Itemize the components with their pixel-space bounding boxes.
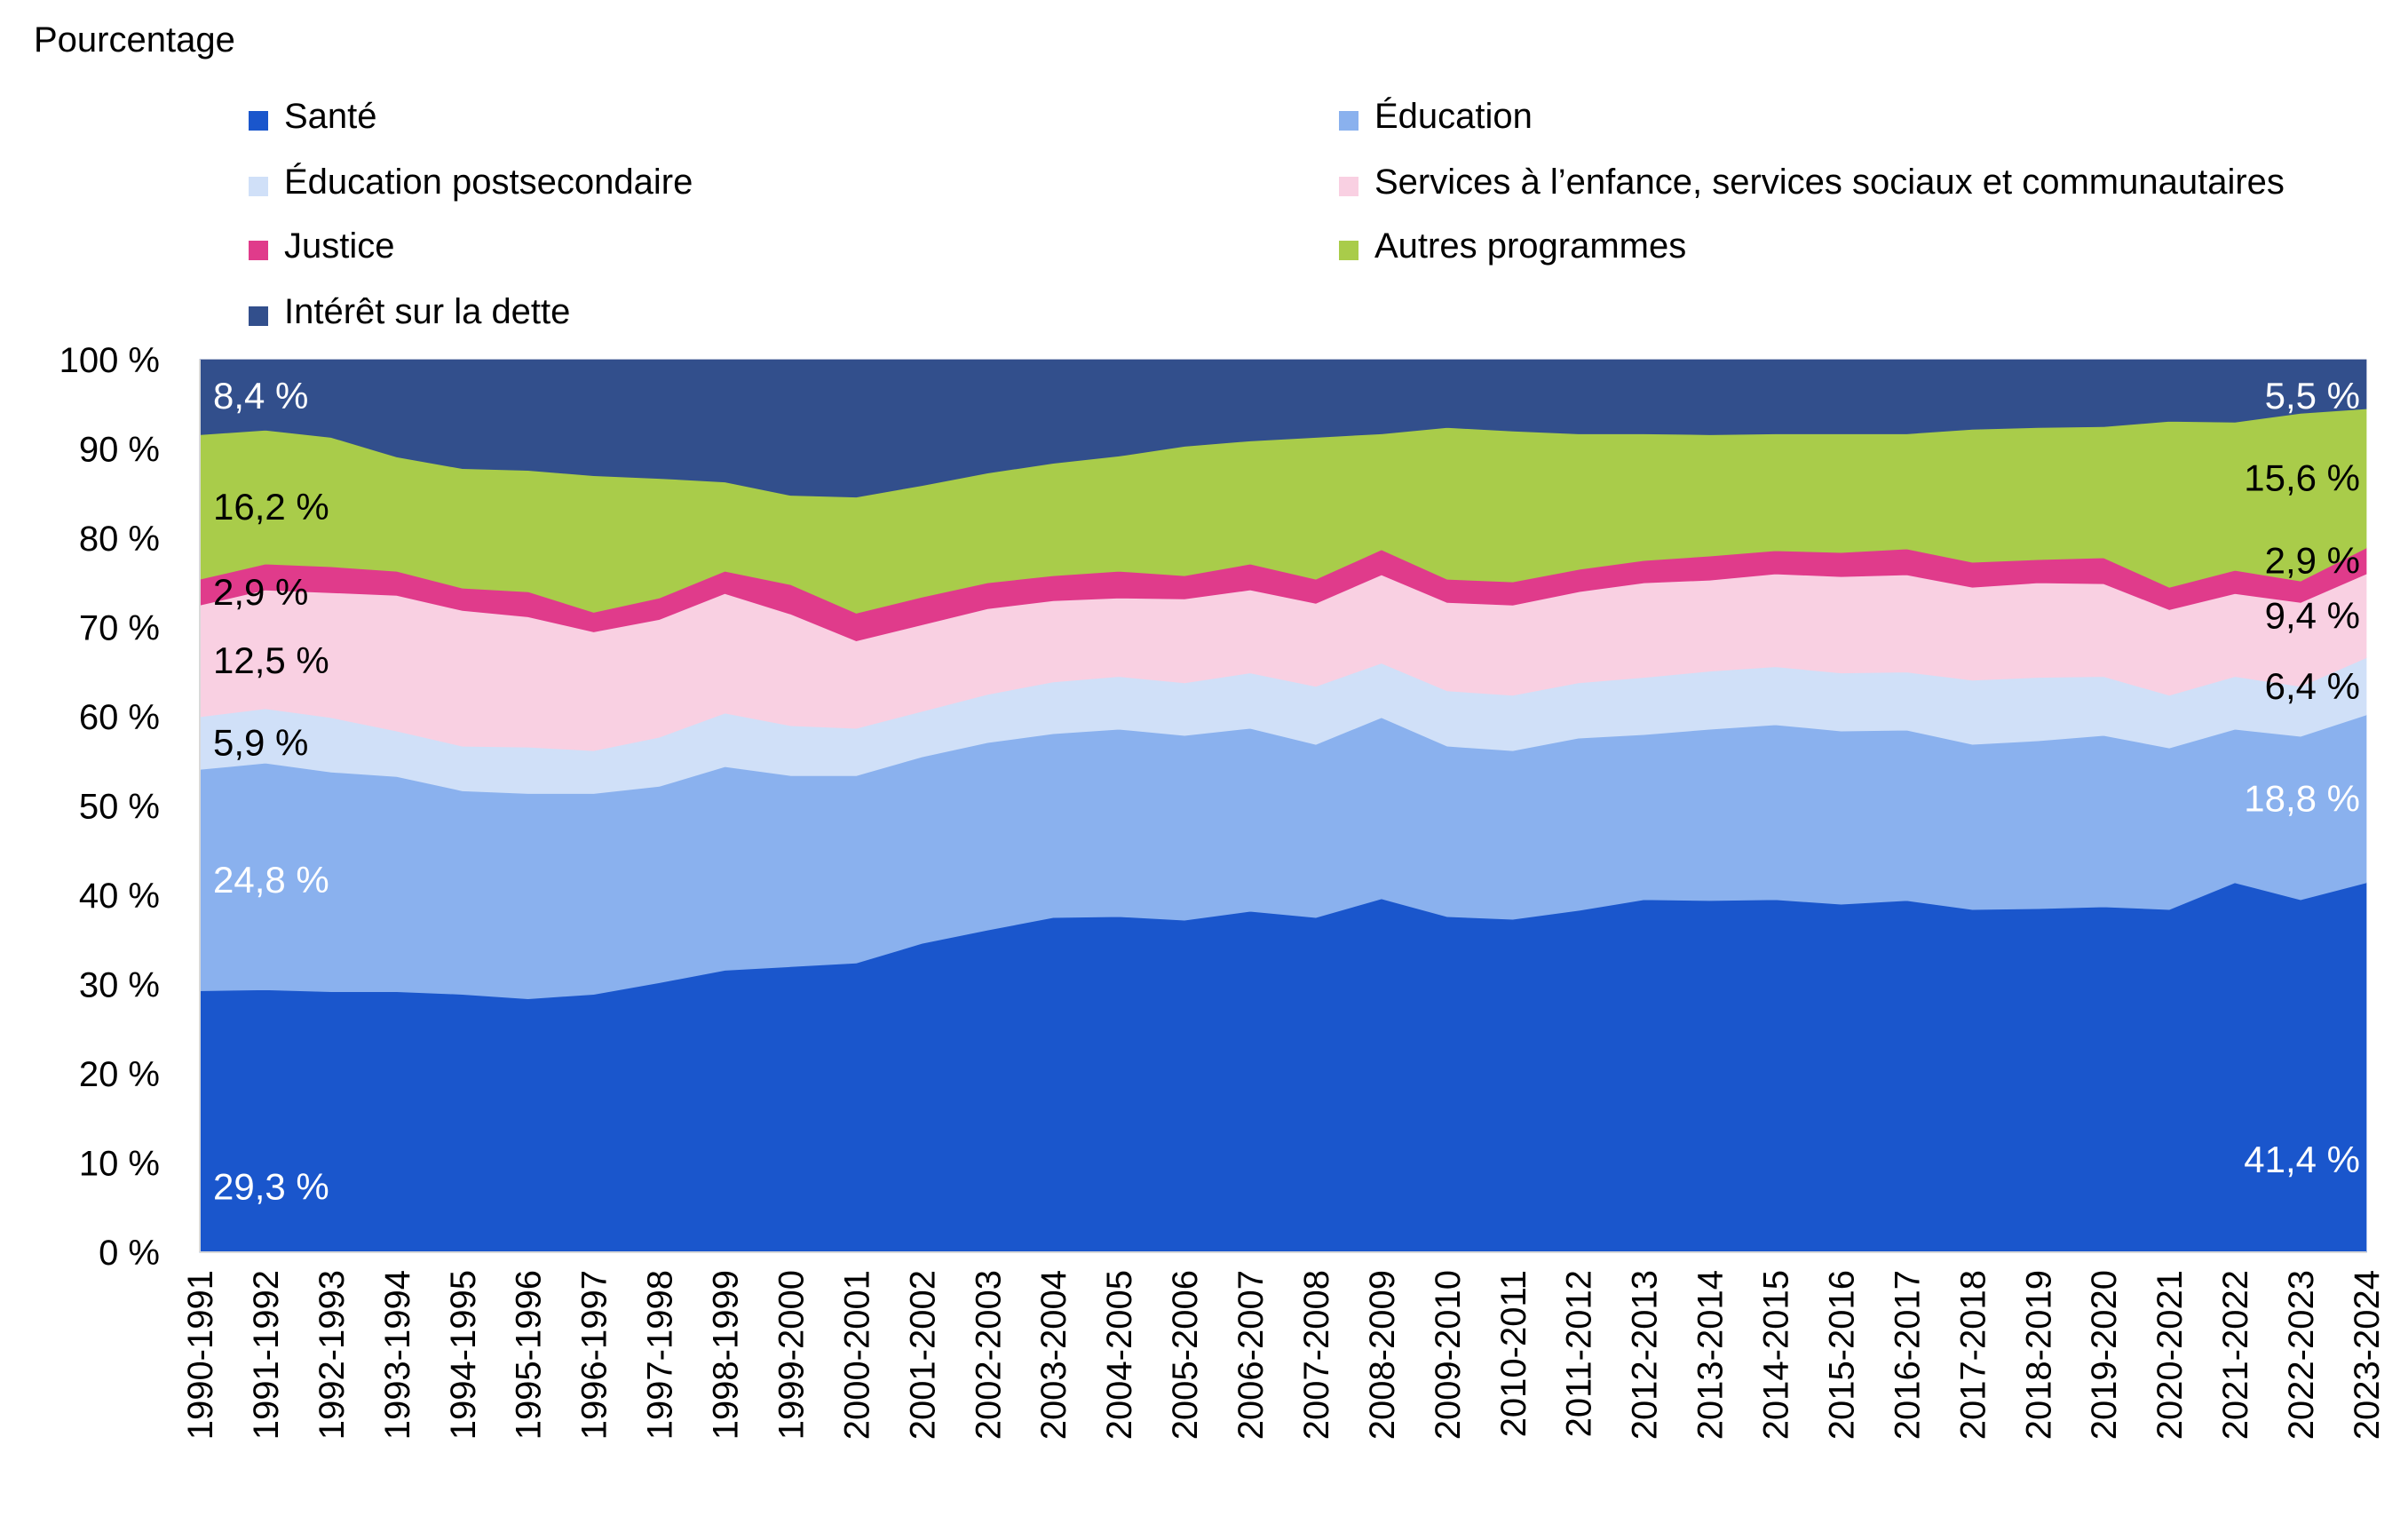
x-tick-label: 2002-2003 bbox=[969, 1270, 1008, 1440]
plot-area bbox=[199, 359, 2367, 1253]
legend-label-sante: Santé bbox=[284, 97, 377, 136]
legend: Santé Éducation Éducation postsecondaire Se… bbox=[249, 96, 2285, 331]
data-label-services-a-l-enfance-services-sociaux-et-communautaires-right: 9,4 % bbox=[2265, 594, 2360, 636]
x-tick-label: 2016-2017 bbox=[1888, 1270, 1927, 1440]
y-axis: 0 % 10 % 20 % 30 % 40 % 50 % 60 % 70 % 80 % 90 % 1… bbox=[59, 341, 201, 1273]
x-tick-label: 2017-2018 bbox=[1953, 1270, 1992, 1440]
x-tick-label: 1993-1994 bbox=[378, 1270, 417, 1440]
y-axis-title: Pourcentage bbox=[34, 20, 235, 60]
x-tick-label: 1994-1995 bbox=[444, 1270, 483, 1440]
data-label-sante-left: 29,3 % bbox=[213, 1165, 329, 1207]
y-tick-label: 20 % bbox=[79, 1055, 160, 1094]
data-labels: 8,4 % 16,2 % 2,9 % 12,5 % 5,9 % 24,8 % 29,3 % 5… bbox=[213, 375, 2360, 1207]
data-label-autres-programmes-right: 15,6 % bbox=[2244, 457, 2360, 499]
legend-swatch-interet-sur-la-dette bbox=[249, 306, 268, 326]
legend-swatch-autres-programmes bbox=[1339, 241, 1358, 260]
x-tick-label: 2023-2024 bbox=[2348, 1270, 2387, 1440]
data-label-services-a-l-enfance-services-sociaux-et-communautaires-left: 12,5 % bbox=[213, 639, 329, 681]
data-label-education-postsecondaire-right: 6,4 % bbox=[2265, 665, 2360, 707]
x-tick-label: 2005-2006 bbox=[1166, 1270, 1205, 1440]
data-label-interet-sur-la-dette-left: 8,4 % bbox=[213, 375, 308, 417]
x-tick-label: 2011-2012 bbox=[1560, 1270, 1599, 1437]
data-label-justice-left: 2,9 % bbox=[213, 571, 308, 613]
y-tick-label: 80 % bbox=[79, 520, 160, 559]
y-tick-label: 70 % bbox=[79, 609, 160, 648]
area-interet-sur-la-dette bbox=[199, 359, 2367, 498]
x-tick-label: 2008-2009 bbox=[1363, 1270, 1402, 1440]
data-label-interet-sur-la-dette-right: 5,5 % bbox=[2265, 375, 2360, 417]
y-tick-label: 50 % bbox=[79, 788, 160, 827]
y-tick-label: 90 % bbox=[79, 431, 160, 470]
data-label-education-left: 24,8 % bbox=[213, 859, 329, 901]
x-tick-label: 1990-1991 bbox=[181, 1270, 220, 1440]
x-tick-label: 2014-2015 bbox=[1757, 1270, 1796, 1440]
x-tick-label: 2001-2002 bbox=[903, 1270, 942, 1440]
legend-swatch-justice bbox=[249, 241, 268, 260]
data-label-autres-programmes-left: 16,2 % bbox=[213, 486, 329, 528]
x-tick-label: 2019-2020 bbox=[2085, 1270, 2124, 1440]
data-label-education-postsecondaire-left: 5,9 % bbox=[213, 722, 308, 764]
legend-swatch-services-a-l-enfance-services-sociaux-et-communautaires bbox=[1339, 177, 1358, 196]
y-tick-label: 40 % bbox=[79, 877, 160, 916]
x-tick-label: 2003-2004 bbox=[1034, 1270, 1073, 1440]
x-tick-label: 1998-1999 bbox=[707, 1270, 746, 1440]
legend-label-services-a-l-enfance-services-sociaux-et-communautaires: Services à l’enfance, services sociaux e… bbox=[1374, 163, 2285, 202]
x-tick-label: 2009-2010 bbox=[1429, 1270, 1468, 1440]
legend-label-education: Éducation bbox=[1374, 96, 1533, 136]
legend-label-justice: Justice bbox=[284, 226, 395, 266]
y-tick-label: 0 % bbox=[99, 1234, 160, 1273]
y-tick-label: 100 % bbox=[59, 341, 160, 380]
x-tick-label: 2004-2005 bbox=[1100, 1270, 1139, 1440]
x-tick-label: 1992-1993 bbox=[313, 1270, 352, 1440]
x-tick-label: 2000-2001 bbox=[837, 1270, 876, 1440]
y-tick-label: 60 % bbox=[79, 698, 160, 737]
legend-swatch-sante bbox=[249, 111, 268, 131]
legend-label-interet-sur-la-dette: Intérêt sur la dette bbox=[284, 292, 570, 331]
x-tick-label: 2007-2008 bbox=[1297, 1270, 1336, 1440]
x-tick-label: 1995-1996 bbox=[510, 1270, 549, 1440]
x-tick-label: 2006-2007 bbox=[1232, 1270, 1271, 1440]
x-tick-label: 1997-1998 bbox=[641, 1270, 680, 1440]
data-label-sante-right: 41,4 % bbox=[2244, 1139, 2360, 1180]
x-tick-label: 1999-2000 bbox=[772, 1270, 811, 1440]
y-tick-label: 30 % bbox=[79, 966, 160, 1005]
x-tick-label: 2021-2022 bbox=[2216, 1270, 2255, 1440]
y-tick-label: 10 % bbox=[79, 1145, 160, 1184]
legend-label-education-postsecondaire: Éducation postsecondaire bbox=[284, 162, 693, 202]
legend-label-autres-programmes: Autres programmes bbox=[1374, 226, 1686, 266]
legend-swatch-education bbox=[1339, 111, 1358, 131]
x-tick-label: 1996-1997 bbox=[575, 1270, 614, 1440]
x-tick-label: 2013-2014 bbox=[1691, 1270, 1731, 1440]
x-tick-label: 2015-2016 bbox=[1822, 1270, 1861, 1440]
x-tick-label: 2012-2013 bbox=[1626, 1270, 1665, 1440]
x-tick-label: 1991-1992 bbox=[247, 1270, 286, 1440]
legend-swatch-education-postsecondaire bbox=[249, 177, 268, 196]
data-label-education-right: 18,8 % bbox=[2244, 777, 2360, 819]
x-tick-label: 2020-2021 bbox=[2151, 1270, 2190, 1440]
x-tick-label: 2018-2019 bbox=[2019, 1270, 2058, 1440]
x-axis: 1990-1991 1991-1992 1992-1993 1993-1994 1994… bbox=[181, 1251, 2387, 1440]
data-label-justice-right: 2,9 % bbox=[2265, 540, 2360, 582]
x-tick-label: 2022-2023 bbox=[2282, 1270, 2321, 1440]
x-tick-label: 2010-2011 bbox=[1494, 1270, 1533, 1437]
